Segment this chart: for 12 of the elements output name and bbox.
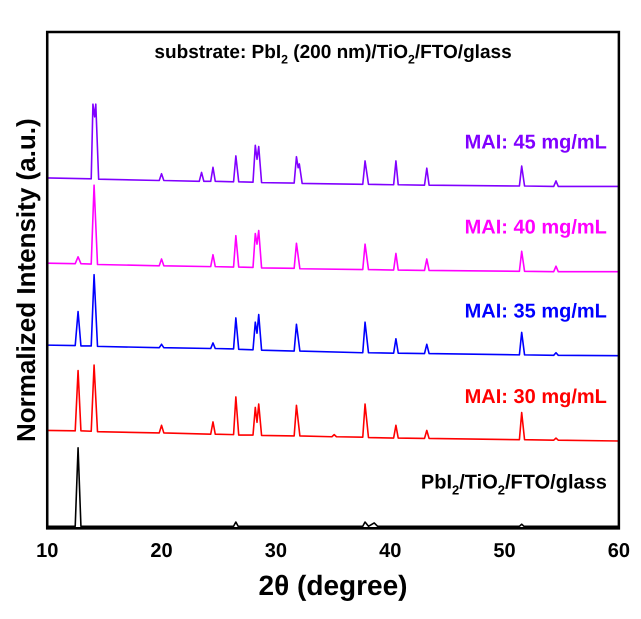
x-tick-label: 40 (379, 540, 402, 562)
x-tick-label: 60 (608, 540, 630, 562)
x-axis-title: 2θ (degree) (258, 570, 408, 601)
x-tick-label: 30 (264, 540, 287, 562)
x-tick-label: 10 (36, 540, 58, 562)
series-label: MAI: 40 mg/mL (464, 216, 607, 239)
series-label: MAI: 30 mg/mL (464, 386, 607, 408)
x-tick-label: 50 (493, 540, 516, 562)
y-axis-title: Normalized Intensity (a.u.) (10, 118, 41, 442)
x-tick-label: 20 (150, 540, 173, 562)
series-label: MAI: 35 mg/mL (464, 300, 607, 323)
series-label: MAI: 45 mg/mL (464, 131, 607, 154)
